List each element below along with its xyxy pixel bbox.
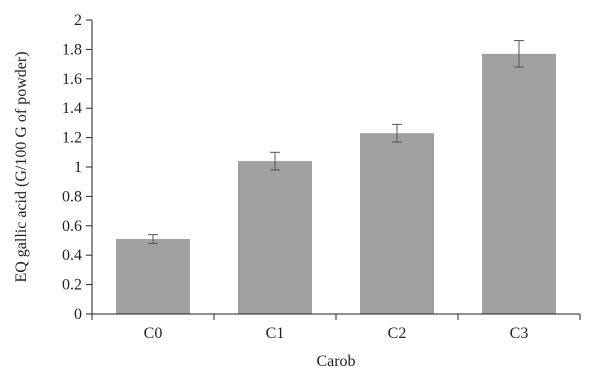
y-tick-label: 0 bbox=[74, 306, 82, 323]
x-axis-title: Carob bbox=[316, 353, 355, 370]
y-tick-label: 0.6 bbox=[62, 218, 82, 235]
bars bbox=[116, 53, 556, 315]
y-tick-label: 0.4 bbox=[62, 247, 82, 264]
y-tick-label: 1 bbox=[74, 159, 82, 176]
x-axis-ticks bbox=[91, 314, 581, 320]
bar-c3 bbox=[482, 53, 556, 315]
y-tick-label: 1.4 bbox=[62, 100, 82, 117]
y-axis-ticks bbox=[86, 19, 92, 315]
x-category-label: C0 bbox=[144, 325, 163, 342]
error-bars bbox=[148, 40, 524, 244]
x-category-labels: C0 C1 C2 C3 bbox=[144, 325, 529, 342]
x-category-label: C1 bbox=[266, 325, 285, 342]
y-tick-label: 1.6 bbox=[62, 71, 82, 88]
y-tick-label: 2 bbox=[74, 12, 82, 29]
y-axis-title: EQ gallic acid (G/100 G of powder) bbox=[13, 51, 30, 282]
bar-c0 bbox=[116, 239, 190, 314]
y-tick-label: 0.8 bbox=[62, 188, 82, 205]
y-tick-label: 1.8 bbox=[62, 41, 82, 58]
bar-c2 bbox=[360, 133, 434, 314]
bar-c1 bbox=[238, 161, 312, 314]
y-tick-label: 0.2 bbox=[62, 277, 82, 294]
y-tick-labels: 0 0.2 0.4 0.6 0.8 1 1.2 1.4 1.6 1.8 2 bbox=[62, 12, 82, 323]
x-category-label: C2 bbox=[388, 325, 407, 342]
y-tick-label: 1.2 bbox=[62, 130, 82, 147]
x-category-label: C3 bbox=[510, 325, 529, 342]
